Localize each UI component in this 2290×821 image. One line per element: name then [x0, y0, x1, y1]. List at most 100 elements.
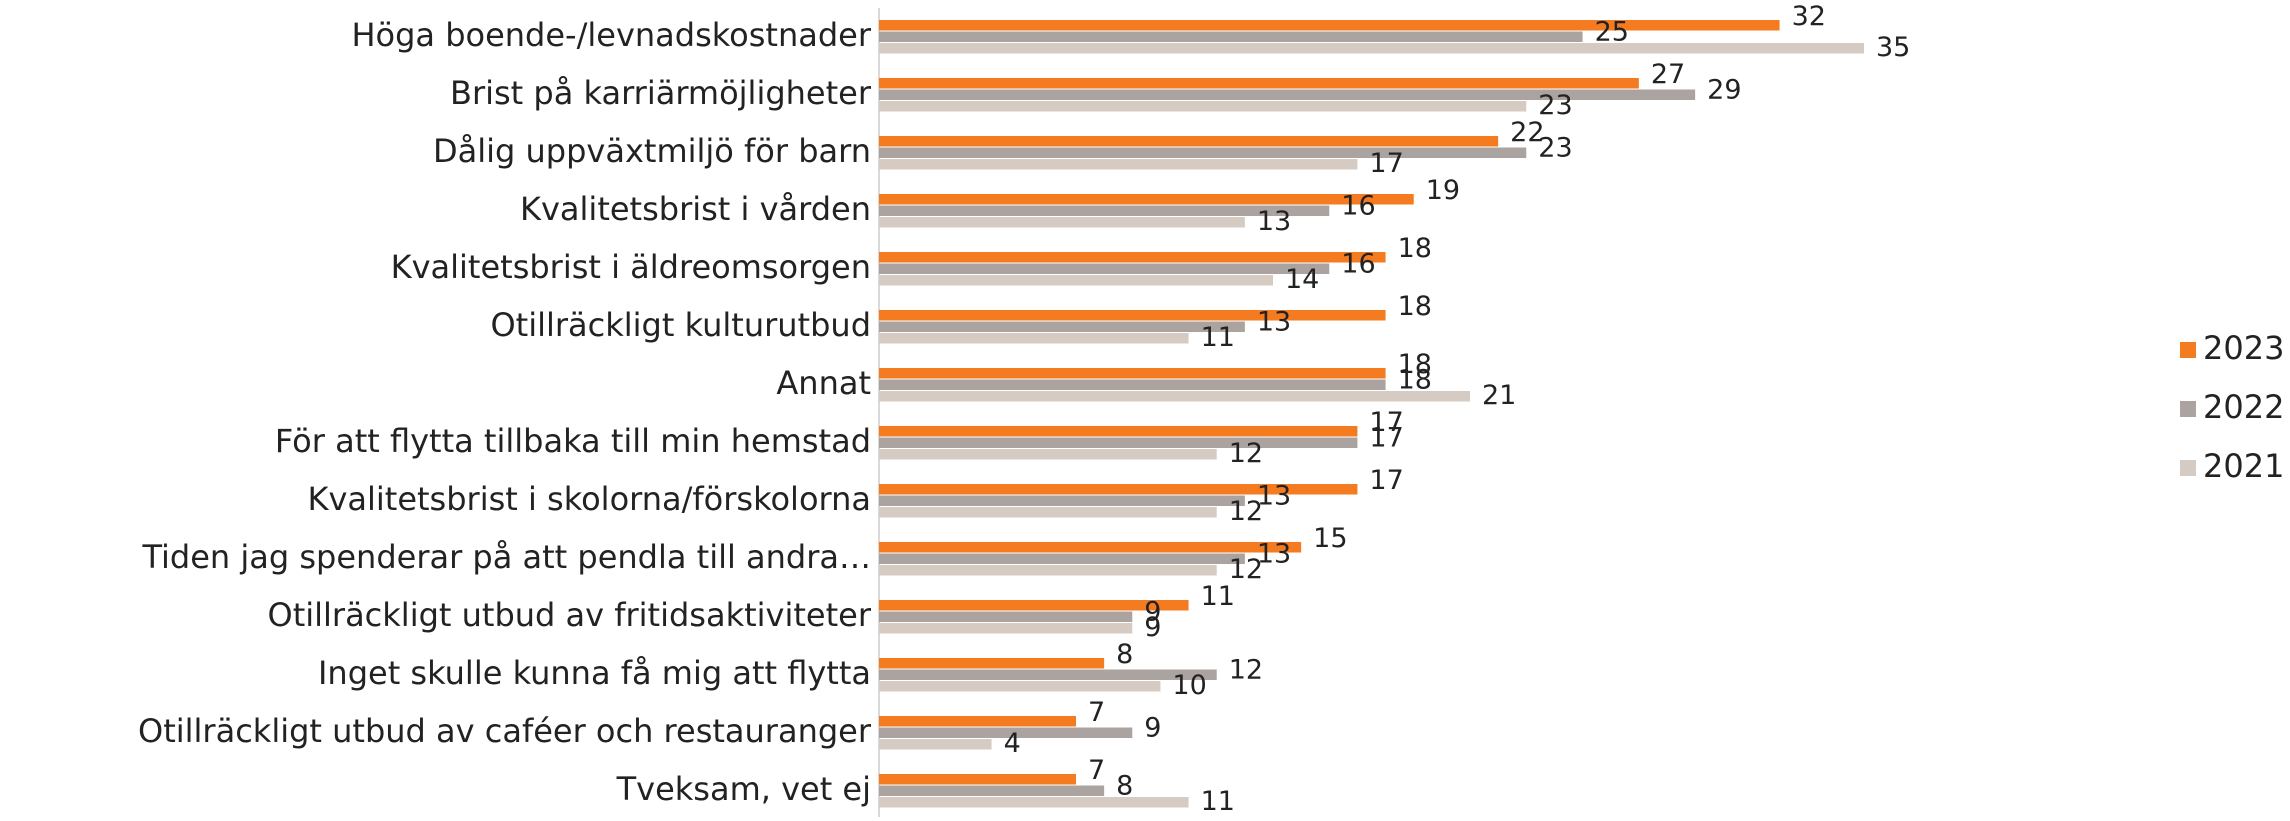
value-label: 15 — [1313, 523, 1347, 554]
bar — [879, 20, 1780, 31]
category-label: Tveksam, vet ej — [616, 770, 871, 808]
bar — [879, 310, 1386, 321]
value-label: 16 — [1341, 190, 1375, 221]
value-label: 11 — [1201, 581, 1235, 612]
category-label: Otillräckligt utbud av caféer och restau… — [138, 712, 872, 750]
value-label: 13 — [1257, 538, 1291, 569]
bar — [879, 542, 1302, 553]
value-label: 13 — [1257, 480, 1291, 511]
legend-swatch — [2180, 460, 2196, 476]
bar — [879, 263, 1330, 274]
bar — [879, 426, 1358, 437]
value-label: 23 — [1538, 90, 1572, 121]
bar — [879, 43, 1864, 54]
bar — [879, 136, 1499, 147]
value-label: 23 — [1538, 132, 1572, 163]
bar — [879, 623, 1133, 634]
category-label: Höga boende-/levnadskostnader — [351, 16, 871, 54]
legend-swatch — [2180, 401, 2196, 417]
value-label: 16 — [1341, 248, 1375, 279]
value-label: 8 — [1116, 639, 1133, 670]
value-label: 14 — [1285, 264, 1319, 295]
bar — [879, 89, 1696, 100]
value-label: 18 — [1398, 349, 1432, 380]
value-label: 13 — [1257, 306, 1291, 337]
bar — [879, 727, 1133, 738]
bar — [879, 205, 1330, 216]
bar — [879, 437, 1358, 448]
bar — [879, 147, 1527, 158]
bar — [879, 379, 1386, 390]
bar — [879, 774, 1076, 785]
value-label: 25 — [1595, 16, 1629, 47]
bar — [879, 658, 1105, 669]
bar — [879, 31, 1583, 42]
legend-label: 2022 — [2203, 388, 2284, 426]
value-label: 12 — [1229, 554, 1263, 585]
bar — [879, 611, 1133, 622]
value-label: 17 — [1369, 407, 1403, 438]
bar — [879, 159, 1358, 170]
bar — [879, 333, 1189, 344]
bar — [879, 391, 1470, 402]
bar — [879, 275, 1273, 286]
category-label: Dålig uppväxtmiljö för barn — [433, 132, 871, 170]
value-label: 12 — [1229, 496, 1263, 527]
value-label: 18 — [1398, 291, 1432, 322]
category-label: Brist på karriärmöjligheter — [450, 74, 872, 112]
bar — [879, 217, 1245, 228]
bar — [879, 739, 992, 750]
value-label: 7 — [1088, 755, 1105, 786]
value-label: 17 — [1369, 148, 1403, 179]
value-label: 32 — [1792, 1, 1826, 32]
value-label: 11 — [1201, 322, 1235, 353]
value-label: 19 — [1426, 175, 1460, 206]
value-label: 35 — [1876, 32, 1910, 63]
value-label: 17 — [1369, 422, 1403, 453]
bar — [879, 449, 1217, 460]
bar — [879, 565, 1217, 576]
value-label: 9 — [1144, 596, 1161, 627]
category-label: Kvalitetsbrist i vården — [520, 190, 871, 228]
value-label: 18 — [1398, 364, 1432, 395]
value-label: 12 — [1229, 438, 1263, 469]
bar — [879, 716, 1076, 727]
bar — [879, 495, 1245, 506]
legend-label: 2023 — [2203, 329, 2284, 367]
value-label: 10 — [1172, 670, 1206, 701]
bar — [879, 600, 1189, 611]
bar — [879, 797, 1189, 808]
legend-swatch — [2180, 342, 2196, 358]
value-label: 11 — [1201, 786, 1235, 817]
value-label: 29 — [1707, 74, 1741, 105]
legend-label: 2021 — [2203, 447, 2284, 485]
bar — [879, 681, 1161, 692]
bar — [879, 321, 1245, 332]
bar — [879, 553, 1245, 564]
value-label: 13 — [1257, 206, 1291, 237]
value-label: 27 — [1651, 59, 1685, 90]
bar — [879, 484, 1358, 495]
category-label: Inget skulle kunna få mig att flytta — [318, 654, 871, 692]
bar — [879, 194, 1414, 205]
value-label: 22 — [1510, 117, 1544, 148]
bar — [879, 669, 1217, 680]
value-label: 9 — [1144, 712, 1161, 743]
value-label: 18 — [1398, 233, 1432, 264]
value-label: 21 — [1482, 380, 1516, 411]
bar — [879, 507, 1217, 518]
category-label: Tiden jag spenderar på att pendla till a… — [141, 538, 871, 576]
category-label: Kvalitetsbrist i äldreomsorgen — [391, 248, 871, 286]
bar — [879, 78, 1639, 89]
bar — [879, 101, 1527, 112]
bar — [879, 368, 1386, 379]
category-label: Annat — [776, 364, 871, 402]
bar — [879, 252, 1386, 263]
value-label: 17 — [1369, 465, 1403, 496]
value-label: 7 — [1088, 697, 1105, 728]
category-label: Otillräckligt kulturutbud — [490, 306, 871, 344]
value-label: 8 — [1116, 770, 1133, 801]
value-label: 12 — [1229, 654, 1263, 685]
bar — [879, 785, 1105, 796]
